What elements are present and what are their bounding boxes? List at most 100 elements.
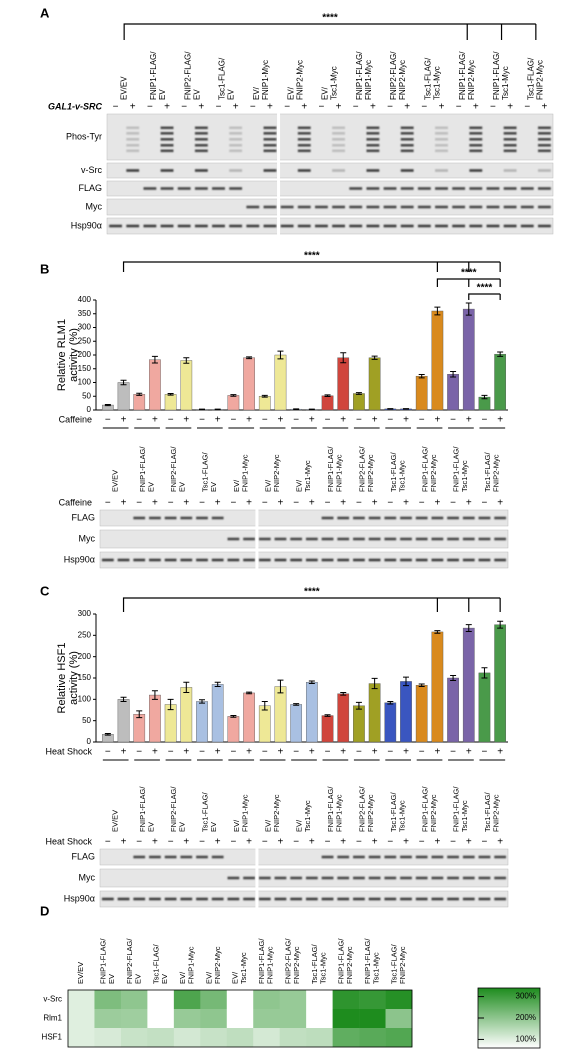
- condition-label: FNIP2-Myc: [535, 60, 544, 100]
- lane-label: −: [325, 837, 331, 848]
- blot-band: [503, 126, 517, 130]
- error-bar: [324, 394, 331, 398]
- blot-band: [435, 132, 448, 135]
- lane-label: +: [497, 837, 503, 848]
- blot-band: [384, 876, 397, 880]
- condition-label: FNIP1-FLAG/: [138, 786, 147, 832]
- blot-band: [415, 558, 428, 562]
- lane-label: +: [121, 415, 127, 426]
- condition-label: Tsc1-FLAG/: [389, 791, 398, 832]
- error-bar: [104, 404, 111, 407]
- condition-label: FNIP1-FLAG/: [420, 786, 429, 832]
- blot-band: [469, 126, 483, 130]
- lane-label: −: [168, 415, 174, 426]
- blot-band: [290, 558, 303, 562]
- error-bar: [497, 620, 504, 629]
- treatment-label: Heat Shock: [45, 836, 92, 846]
- condition-label: Tsc1-FLAG/: [390, 943, 399, 984]
- condition-label: FNIP2-Myc: [213, 946, 222, 984]
- lane-label: −: [230, 498, 236, 509]
- heatmap-cell: [306, 990, 333, 1010]
- condition-label: EV: [192, 89, 201, 100]
- lane-label: −: [168, 837, 174, 848]
- lane-label: −: [293, 498, 299, 509]
- lane-label: −: [136, 498, 142, 509]
- blot-band: [537, 126, 551, 130]
- lane-label: +: [233, 102, 239, 113]
- blot-band: [229, 126, 243, 130]
- lane-label: +: [439, 102, 445, 113]
- blot-band: [353, 558, 365, 562]
- condition-label: FNIP2-FLAG/: [358, 446, 367, 492]
- lane-label: +: [497, 498, 503, 509]
- bar: [447, 677, 459, 743]
- significance-label: ****: [304, 251, 320, 262]
- blot-band: [366, 169, 380, 172]
- blot-band: [462, 876, 475, 880]
- y-tick-label: 150: [78, 673, 92, 682]
- condition-label: Tsc1-FLAG/: [483, 451, 492, 492]
- panel-label: B: [40, 261, 49, 276]
- blot-band: [431, 516, 444, 520]
- lane-label: −: [293, 837, 299, 848]
- blot-band: [143, 187, 157, 190]
- blot-band: [321, 855, 334, 859]
- heatmap-cell: [385, 1009, 413, 1029]
- blot-band: [415, 876, 428, 880]
- lane-label: +: [246, 415, 252, 426]
- significance-bracket: [122, 261, 501, 272]
- blot-row-label: Myc: [79, 533, 96, 543]
- heatmap-cell: [94, 1028, 122, 1048]
- condition-label: FNIP1-Myc: [335, 794, 344, 832]
- blot-band: [297, 169, 311, 172]
- blot-band: [274, 897, 287, 901]
- heatmap-cell: [226, 1009, 254, 1029]
- blot-band: [368, 897, 381, 901]
- blot-band: [400, 205, 414, 209]
- heatmap-cell: [279, 1028, 307, 1048]
- blot-band: [314, 224, 328, 228]
- blot-band: [227, 876, 240, 880]
- blot-band: [415, 897, 428, 901]
- blot-band: [462, 897, 475, 901]
- heatmap-cell: [359, 990, 386, 1010]
- error-bar: [214, 681, 221, 688]
- bar: [243, 692, 255, 743]
- blot-band: [212, 187, 225, 190]
- blot-band: [469, 205, 483, 209]
- bar: [117, 382, 130, 411]
- lane-label: +: [403, 498, 409, 509]
- blot-band: [321, 537, 334, 541]
- blot-band: [383, 187, 397, 190]
- blot-band: [160, 138, 174, 141]
- blot-band: [537, 205, 551, 209]
- condition-label: FNIP2-Myc: [492, 794, 501, 832]
- blot-band: [133, 558, 146, 562]
- bar: [321, 715, 334, 743]
- blot-band: [211, 897, 224, 901]
- lane-label: +: [121, 837, 127, 848]
- blot-row-label: Hsp90α: [64, 893, 95, 903]
- lane-label: −: [524, 102, 530, 113]
- blot-band: [297, 143, 311, 147]
- blot-row-label: v-Src: [81, 165, 102, 175]
- condition-label: EV/: [263, 479, 272, 492]
- blot-band: [469, 138, 483, 141]
- blot-band: [149, 897, 161, 901]
- lane-label: −: [262, 837, 268, 848]
- blot-band: [349, 224, 363, 228]
- blot-band: [332, 138, 346, 141]
- condition-label: Tsc1-Myc: [319, 952, 328, 984]
- lane-label: −: [419, 498, 425, 509]
- significance-label: ****: [322, 13, 338, 24]
- condition-label: Tsc1-FLAG/: [151, 943, 160, 984]
- condition-label: FNIP1-FLAG/: [257, 938, 266, 984]
- bar: [447, 374, 459, 411]
- heatmap-cell: [253, 990, 280, 1010]
- error-bar: [434, 306, 441, 316]
- blot-band: [321, 876, 334, 880]
- blot-band: [469, 224, 483, 228]
- blot-strip: [106, 113, 554, 161]
- blot-band: [133, 855, 146, 859]
- heatmap-cell: [94, 990, 122, 1010]
